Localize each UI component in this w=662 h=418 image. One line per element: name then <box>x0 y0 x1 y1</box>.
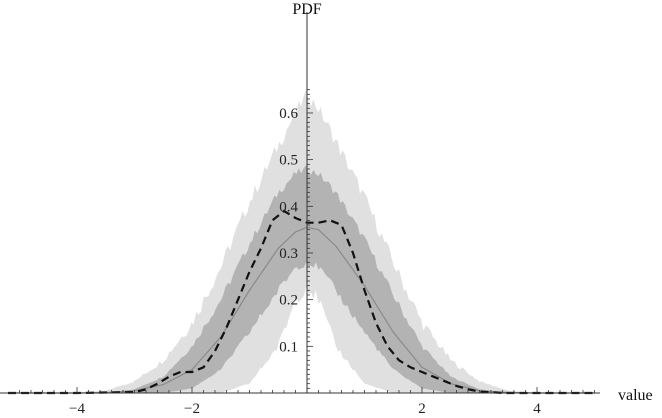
inner-confidence-band <box>8 165 595 393</box>
axes-layer: −4 −2 2 4 0.1 0.2 0.3 0.4 0.5 0.6 <box>0 12 600 417</box>
x-axis-label: value <box>618 387 653 404</box>
y-tick-label: 0.1 <box>279 339 298 355</box>
y-tick-label: 0.3 <box>279 246 298 262</box>
y-tick-label: 0.2 <box>279 293 298 309</box>
y-tick-label: 0.4 <box>279 199 298 215</box>
y-tick-label: 0.5 <box>279 153 298 169</box>
dashed-pdf-line <box>8 209 595 395</box>
bands-layer <box>8 89 595 393</box>
x-tick-label: −4 <box>69 401 85 417</box>
y-axis-label: PDF <box>292 1 321 18</box>
x-tick-label: 2 <box>418 401 426 417</box>
x-tick-label: 4 <box>533 401 541 417</box>
y-tick-label: 0.6 <box>279 106 298 122</box>
x-tick-label: −2 <box>184 401 200 417</box>
